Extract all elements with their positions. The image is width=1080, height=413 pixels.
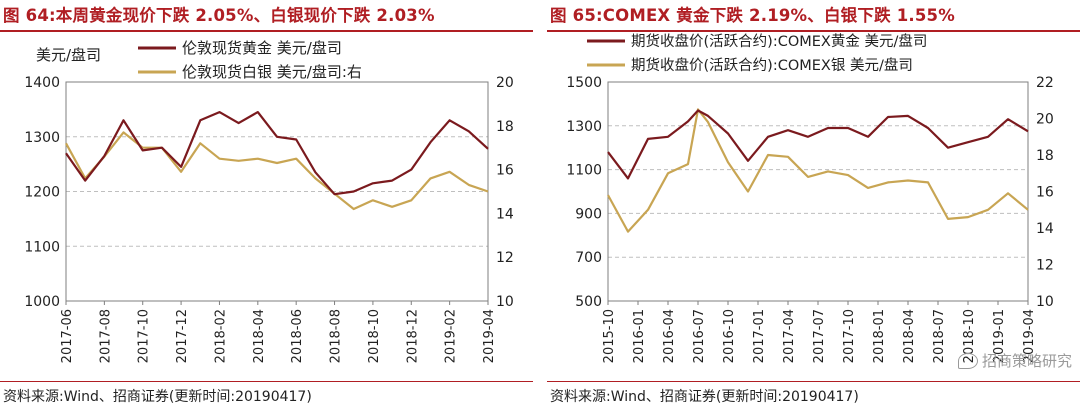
x-tick-label: 2018-08: [329, 309, 344, 363]
x-tick-label: 2016-01: [632, 309, 647, 363]
y-tick-label-right: 14: [1036, 221, 1054, 237]
y-tick-label-left: 1300: [24, 130, 60, 146]
x-tick-label: 2016-04: [662, 309, 677, 363]
x-tick-label: 2017-06: [60, 309, 75, 363]
x-tick-label: 2018-02: [213, 309, 228, 363]
chart-panel-gold-silver-london: 图 64:本周黄金现价下跌 2.05%、白银现价下跌 2.03% 1000 110…: [0, 0, 533, 413]
y-tick-label-left: 700: [575, 250, 602, 266]
x-tick-label: 2017-01: [752, 309, 767, 363]
chart-source: 资料来源:Wind、招商证券(更新时间:20190417): [3, 389, 312, 405]
chart-title: 图 64:本周黄金现价下跌 2.05%、白银现价下跌 2.03%: [3, 6, 435, 25]
x-tick-label: 2018-10: [962, 309, 977, 363]
y-tick-label-right: 12: [1036, 258, 1054, 274]
y-tick-label-right: 10: [1036, 294, 1054, 310]
source-rule: [547, 381, 1080, 382]
y-tick-label-right: 18: [496, 119, 514, 135]
x-tick-label: 2017-12: [175, 309, 190, 363]
y-tick-label-left: 900: [575, 206, 602, 222]
series-line: [607, 108, 1029, 233]
chart-canvas: 500 700 900 1100 1300 1500 10 12 14 16 18 20 22 2015-…: [566, 32, 1054, 363]
x-tick-label: 2017-10: [137, 309, 152, 363]
y-tick-label-right: 20: [1036, 112, 1054, 128]
y-tick-label-left: 1100: [24, 239, 60, 255]
source-rule: [0, 381, 533, 382]
series-line: [65, 110, 489, 196]
y-tick-label-left: 1200: [24, 185, 60, 201]
title-rule: [547, 30, 1080, 32]
x-tick-label: 2019-01: [992, 309, 1007, 363]
x-tick-label: 2018-12: [405, 309, 420, 363]
legend-label: 伦敦现货黄金 美元/盘司: [182, 39, 342, 57]
x-tick-label: 2017-10: [842, 309, 857, 363]
x-tick-label: 2018-04: [902, 309, 917, 363]
y-tick-label-left: 1300: [566, 119, 602, 135]
watermark-text: 招商策略研究: [981, 352, 1072, 370]
series-line: [65, 131, 489, 211]
x-tick-label: 2019-04: [1022, 309, 1037, 363]
y-tick-label-right: 20: [496, 75, 514, 91]
y-tick-label-left: 500: [575, 294, 602, 310]
y-tick-label-left: 1400: [24, 75, 60, 91]
x-tick-label: 2016-07: [692, 309, 707, 363]
y-tick-label-right: 14: [496, 206, 514, 222]
x-tick-label: 2018-04: [252, 309, 267, 363]
series-line: [607, 109, 1029, 180]
title-rule: [0, 30, 533, 32]
x-tick-label: 2016-10: [722, 309, 737, 363]
x-tick-label: 2018-01: [872, 309, 887, 363]
plot-frame: [607, 81, 1029, 302]
y-tick-label-right: 10: [496, 294, 514, 310]
x-tick-label: 2019-04: [482, 309, 497, 363]
y-tick-label-right: 16: [1036, 185, 1054, 201]
x-tick-label: 2019-02: [444, 309, 459, 363]
legend-label: 期货收盘价(活跃合约):COMEX黄金 美元/盘司: [631, 32, 927, 50]
y-tick-label-right: 12: [496, 250, 514, 266]
y-tick-label-left: 1000: [24, 294, 60, 310]
x-tick-label: 2018-06: [290, 309, 305, 363]
chart-panel-comex: 图 65:COMEX 黄金下跌 2.19%、白银下跌 1.55% 500 700 9…: [547, 0, 1080, 413]
y-tick-label-right: 18: [1036, 148, 1054, 164]
x-tick-label: 2018-07: [932, 309, 947, 363]
x-tick-label: 2017-04: [782, 309, 797, 363]
legend-label: 伦敦现货白银 美元/盘司:右: [182, 63, 362, 81]
chart-title: 图 65:COMEX 黄金下跌 2.19%、白银下跌 1.55%: [550, 6, 955, 25]
watermark: 招商策略研究: [957, 350, 1072, 371]
y-tick-label-left: 1100: [566, 163, 602, 179]
chart-source: 资料来源:Wind、招商证券(更新时间:20190417): [550, 389, 859, 405]
y-tick-label-right: 16: [496, 163, 514, 179]
y-tick-label-right: 22: [1036, 75, 1054, 91]
chart-canvas: 1000 1100 1200 1300 1400 10 12 14 16 18 20 2017-06 2…: [24, 39, 514, 363]
x-tick-label: 2017-07: [812, 309, 827, 363]
legend-label: 期货收盘价(活跃合约):COMEX银 美元/盘司: [631, 56, 913, 74]
wechat-icon: [957, 352, 978, 369]
x-tick-label: 2015-10: [602, 309, 617, 363]
y-tick-label-left: 1500: [566, 75, 602, 91]
x-tick-label: 2017-08: [98, 309, 113, 363]
y-axis-label: 美元/盘司: [36, 46, 101, 64]
x-tick-label: 2018-10: [367, 309, 382, 363]
